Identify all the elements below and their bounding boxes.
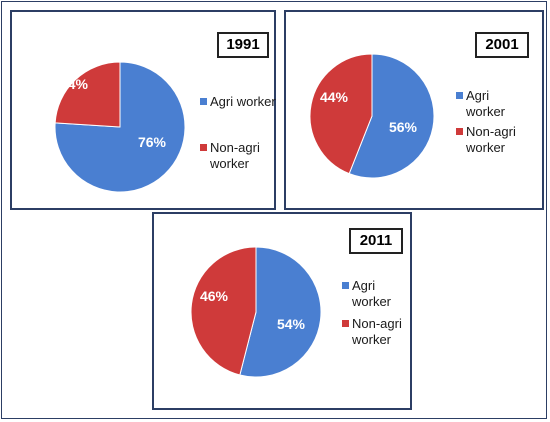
legend-label-non-agri: Non-agri worker — [466, 124, 516, 155]
legend-label-agri: Agri worker — [352, 278, 392, 309]
pie-panel-1991: 1991 76% 24% Agri worker Non-agri worker — [10, 10, 276, 210]
slice-label-agri: 54% — [277, 316, 306, 332]
pie-slice-agri — [239, 246, 322, 378]
pie-chart-1991: 76% 24% — [54, 61, 186, 193]
legend-swatch-non-agri — [342, 320, 349, 327]
pie-slice-agri — [348, 53, 435, 179]
pie-panel-2001: 2001 56% 44% Agri worker Non-agri worker — [284, 10, 544, 210]
slice-label-agri: 76% — [138, 134, 167, 150]
pie-slice-non-agri — [309, 53, 373, 175]
legend-label-agri: Agri worker — [210, 94, 276, 109]
legend-swatch-agri — [342, 282, 349, 289]
legend-swatch-non-agri — [456, 128, 463, 135]
legend-label-non-agri: Non-agri worker — [352, 316, 402, 347]
slice-label-agri: 56% — [389, 119, 418, 135]
slice-label-non-agri: 24% — [60, 76, 89, 92]
chart-title: 1991 — [217, 32, 269, 58]
legend-label-non-agri: Non-agri worker — [210, 140, 260, 171]
slice-label-non-agri: 44% — [320, 89, 349, 105]
legend-swatch-non-agri — [200, 144, 207, 151]
chart-title: 2001 — [475, 32, 529, 58]
slice-label-non-agri: 46% — [200, 288, 229, 304]
pie-chart-2011: 54% 46% — [190, 246, 322, 378]
pie-chart-2001: 56% 44% — [309, 53, 435, 179]
pie-slice-non-agri — [54, 61, 121, 128]
chart-title: 2011 — [349, 228, 403, 254]
legend-label-agri: Agri worker — [466, 88, 506, 119]
legend-swatch-agri — [456, 92, 463, 99]
legend-swatch-agri — [200, 98, 207, 105]
pie-panel-2011: 2011 54% 46% Agri worker Non-agri worker — [152, 212, 412, 410]
pie-slice-non-agri — [190, 246, 257, 376]
pie-slice-agri — [54, 61, 186, 193]
